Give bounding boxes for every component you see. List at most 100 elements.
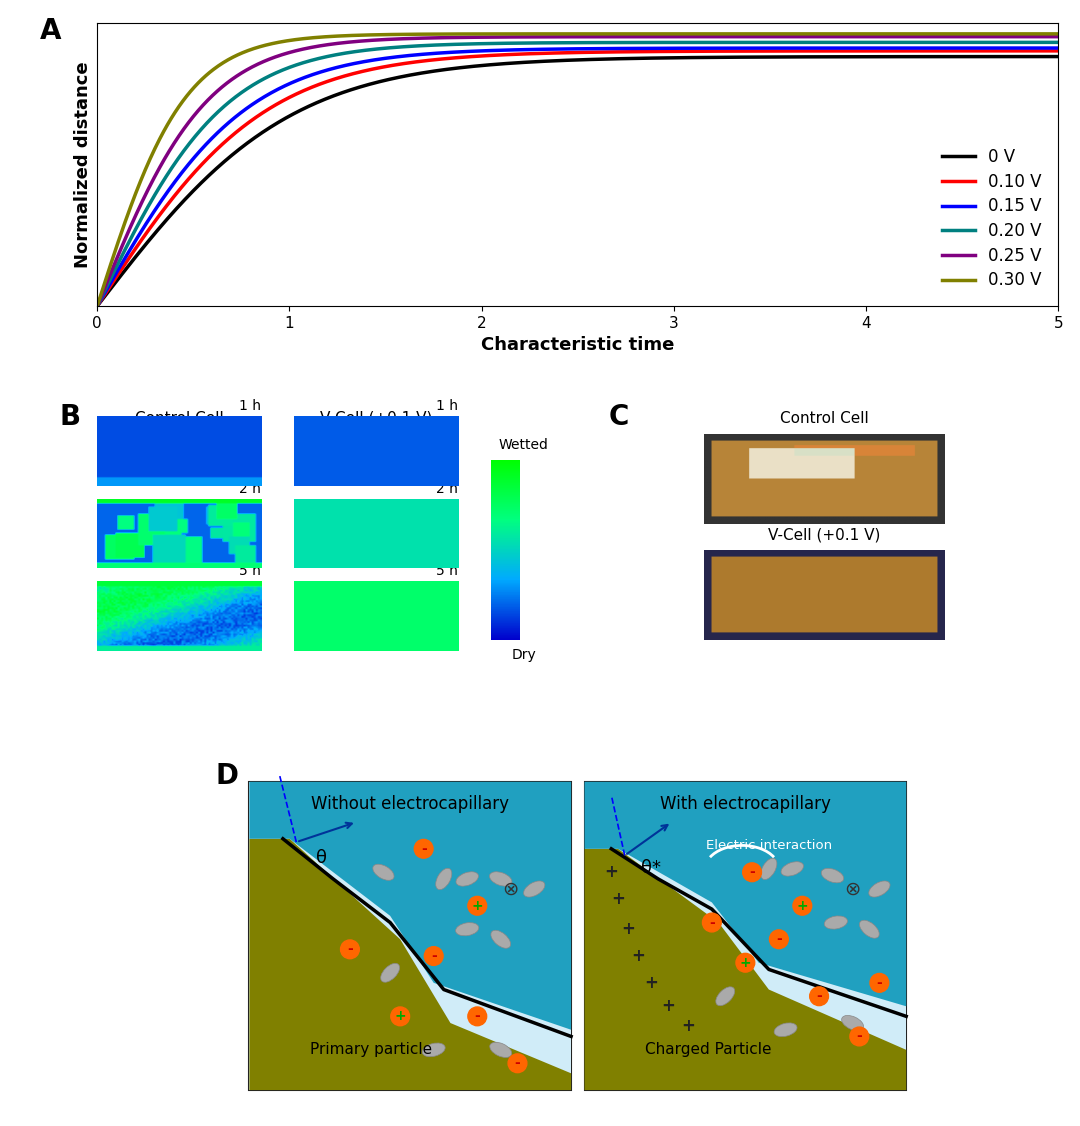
0.20 V: [840, 36, 853, 50]
Text: -: -: [474, 1009, 481, 1024]
0.10 V: [858, 44, 870, 57]
Ellipse shape: [841, 1016, 864, 1030]
Text: 1 h: 1 h: [240, 400, 261, 413]
Ellipse shape: [373, 864, 394, 881]
Ellipse shape: [860, 920, 879, 938]
0.10 V: [751, 44, 764, 57]
0.15 V: [514, 43, 527, 56]
Text: Electric interaction: Electric interaction: [705, 839, 832, 852]
0.20 V: [1052, 36, 1065, 50]
Circle shape: [769, 930, 788, 949]
Circle shape: [508, 1054, 527, 1073]
Text: +: +: [472, 899, 483, 913]
0.20 V: [514, 36, 527, 50]
Text: -: -: [514, 1056, 521, 1071]
Text: 5 h: 5 h: [240, 564, 261, 579]
0.25 V: [480, 30, 492, 44]
0.25 V: [751, 30, 764, 44]
Circle shape: [424, 947, 443, 965]
PathPatch shape: [249, 839, 571, 1090]
0 V: [189, 182, 202, 196]
Circle shape: [850, 1027, 868, 1046]
Circle shape: [810, 986, 828, 1006]
Circle shape: [468, 896, 487, 915]
Ellipse shape: [824, 915, 848, 929]
Circle shape: [870, 974, 889, 992]
Ellipse shape: [760, 858, 777, 879]
0.20 V: [751, 36, 764, 50]
Legend: 0 V, 0.10 V, 0.15 V, 0.20 V, 0.25 V, 0.30 V: 0 V, 0.10 V, 0.15 V, 0.20 V, 0.25 V, 0.3…: [933, 140, 1050, 297]
0.30 V: [751, 27, 764, 41]
Text: Dry: Dry: [512, 649, 537, 662]
Ellipse shape: [524, 881, 545, 897]
Text: +: +: [645, 974, 659, 992]
Circle shape: [793, 896, 812, 915]
0.25 V: [91, 300, 104, 313]
0.20 V: [189, 129, 202, 143]
0.15 V: [480, 44, 492, 57]
Circle shape: [702, 913, 721, 932]
Text: With electrocapillary: With electrocapillary: [660, 795, 831, 813]
X-axis label: Characteristic time: Characteristic time: [481, 337, 675, 355]
Text: C: C: [608, 403, 629, 431]
Ellipse shape: [774, 1022, 797, 1037]
Text: D: D: [216, 761, 239, 789]
Text: +: +: [605, 864, 618, 882]
Ellipse shape: [456, 872, 478, 886]
Line: 0.30 V: 0.30 V: [97, 34, 1058, 306]
Circle shape: [415, 839, 433, 858]
Circle shape: [391, 1007, 409, 1026]
Ellipse shape: [422, 1043, 445, 1056]
Circle shape: [743, 863, 761, 882]
Ellipse shape: [821, 868, 843, 883]
0.15 V: [858, 42, 870, 55]
Ellipse shape: [490, 930, 511, 948]
Text: Control Cell: Control Cell: [780, 411, 868, 427]
Line: 0 V: 0 V: [97, 56, 1058, 306]
0 V: [480, 59, 492, 72]
0.30 V: [514, 27, 527, 41]
Text: Wetted: Wetted: [499, 438, 549, 453]
Text: θ: θ: [316, 849, 327, 867]
Ellipse shape: [868, 881, 890, 897]
Ellipse shape: [435, 868, 451, 890]
Line: 0.10 V: 0.10 V: [97, 51, 1058, 306]
0 V: [751, 51, 764, 64]
0.15 V: [751, 42, 764, 55]
Text: +: +: [681, 1018, 696, 1036]
Text: Charged Particle: Charged Particle: [645, 1042, 771, 1056]
0.10 V: [1052, 44, 1065, 57]
0 V: [840, 50, 853, 63]
0 V: [858, 50, 870, 63]
Ellipse shape: [781, 861, 804, 876]
Text: +: +: [661, 998, 675, 1016]
Text: +: +: [740, 956, 752, 969]
Line: 0.20 V: 0.20 V: [97, 43, 1058, 306]
Text: Without electrocapillary: Without electrocapillary: [311, 795, 510, 813]
Text: +: +: [631, 947, 645, 965]
Circle shape: [735, 954, 755, 972]
Text: -: -: [421, 842, 427, 856]
0.15 V: [91, 300, 104, 313]
Text: ⊗: ⊗: [845, 879, 861, 899]
0.30 V: [480, 27, 492, 41]
Text: +: +: [797, 899, 808, 913]
Ellipse shape: [489, 1043, 512, 1057]
Line: 0.15 V: 0.15 V: [97, 48, 1058, 306]
0.30 V: [858, 27, 870, 41]
Bar: [249, 781, 571, 1090]
0.30 V: [840, 27, 853, 41]
0.10 V: [480, 48, 492, 62]
Text: A: A: [40, 17, 62, 45]
PathPatch shape: [584, 849, 906, 1090]
Text: -: -: [856, 1029, 862, 1044]
0.30 V: [1052, 27, 1065, 41]
Text: B: B: [59, 403, 81, 431]
Text: +: +: [611, 890, 625, 908]
Text: V-Cell (+0.1 V): V-Cell (+0.1 V): [768, 527, 880, 543]
Line: 0.25 V: 0.25 V: [97, 37, 1058, 306]
Ellipse shape: [456, 922, 478, 936]
Text: +: +: [394, 1009, 406, 1024]
0.30 V: [189, 79, 202, 92]
0 V: [91, 300, 104, 313]
